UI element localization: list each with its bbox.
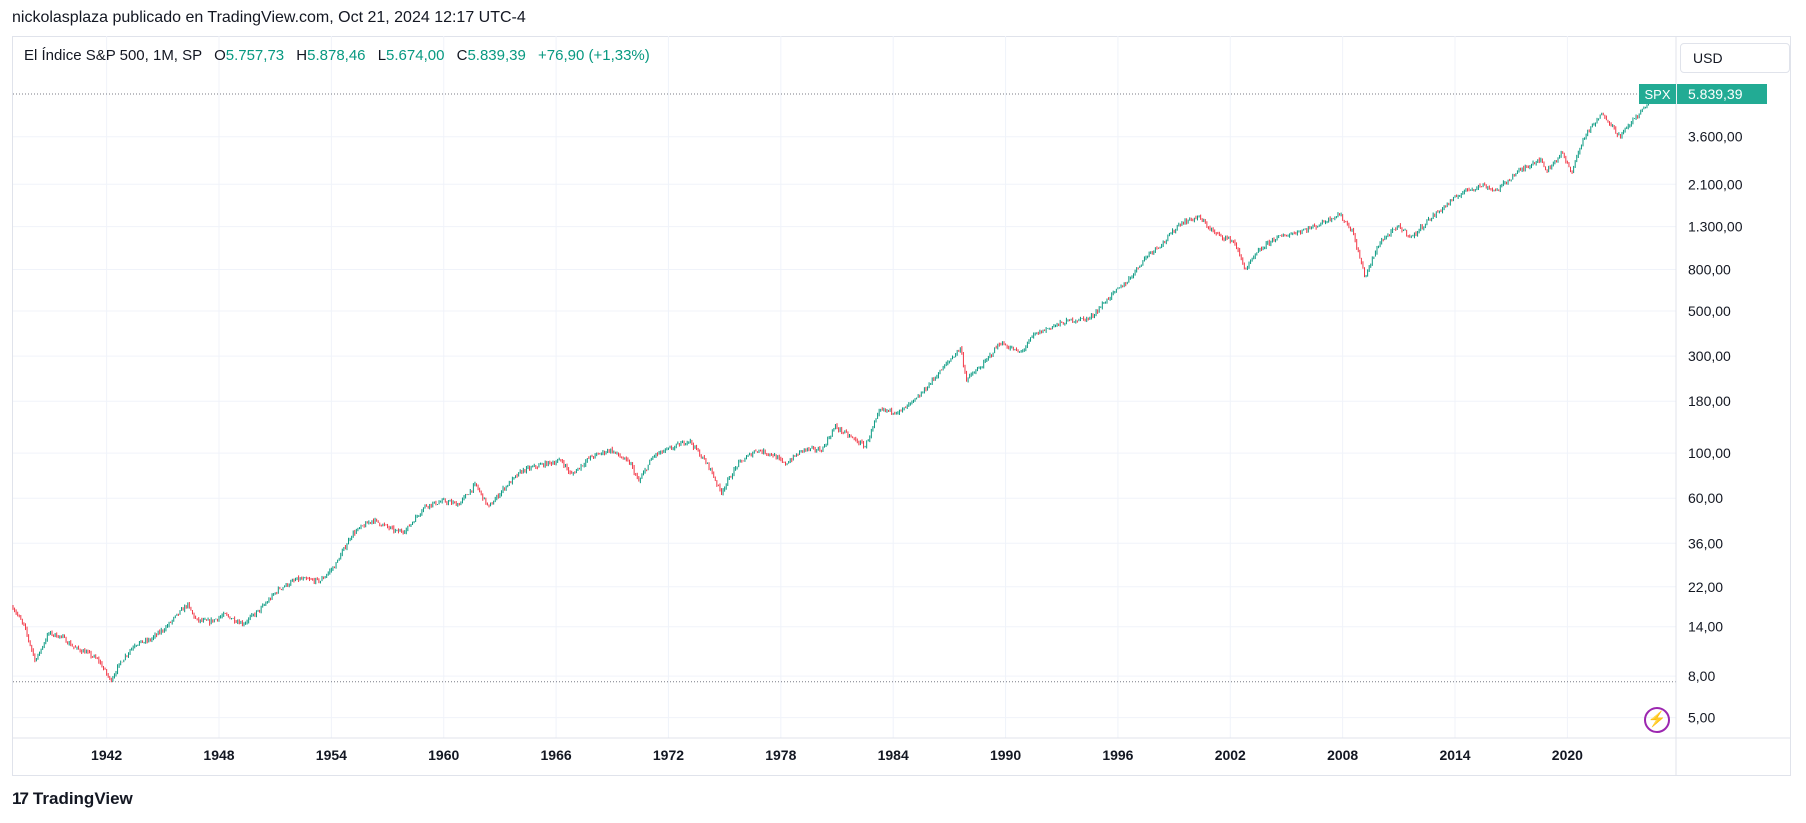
price-tick-label: 14,00 — [1688, 619, 1723, 635]
symbol-tag — [1639, 84, 1676, 105]
time-tick-label: 1966 — [541, 747, 572, 763]
time-tick-label: 1954 — [316, 747, 347, 763]
time-tick-label: 1984 — [878, 747, 909, 763]
candles — [12, 92, 1657, 683]
time-tick-label: 1942 — [91, 747, 122, 763]
close-value: 5.839,39 — [467, 47, 526, 64]
time-tick-label: 2008 — [1327, 747, 1358, 763]
price-tick-label: 1.300,00 — [1688, 219, 1743, 235]
chart-frame — [12, 36, 1791, 776]
time-tick-label: 1972 — [653, 747, 684, 763]
price-tick-label: 22,00 — [1688, 579, 1723, 595]
publisher-line: nickolasplaza publicado en TradingView.c… — [12, 9, 526, 26]
time-tick-label: 1960 — [428, 747, 459, 763]
time-tick-label: 2002 — [1215, 747, 1246, 763]
symbol-description: El Índice S&P 500, 1M, SP — [24, 47, 202, 64]
tradingview-mark-icon: 17 — [12, 789, 29, 808]
tradingview-wordmark: TradingView — [32, 789, 133, 808]
time-axis[interactable]: 1942 1948 1954 1960 1966 1972 1978 1984 1990 1996… — [12, 737, 1791, 763]
last-price-label: 5.839,39 — [1688, 86, 1743, 102]
time-tick-label: 1948 — [203, 747, 234, 763]
lightning-bolt-icon[interactable]: ⚡ — [1644, 707, 1670, 733]
change-value: +76,90 (+1,33%) — [538, 47, 650, 64]
price-tick-label: 2.100,00 — [1688, 176, 1743, 192]
price-tick-label: 3.600,00 — [1688, 129, 1743, 145]
tradingview-logo[interactable]: 17 TradingView — [12, 789, 133, 809]
price-tick-label: 300,00 — [1688, 348, 1731, 364]
time-tick-label: 1990 — [990, 747, 1021, 763]
symbol-tag-label: SPX — [1644, 87, 1670, 102]
time-tick-label: 2020 — [1552, 747, 1583, 763]
reference-lines — [13, 93, 1676, 683]
price-tick-label: 5,00 — [1688, 710, 1715, 726]
open-value: 5.757,73 — [225, 47, 285, 64]
price-tags: SPX 5.839,39 — [1639, 84, 1767, 105]
currency-button[interactable]: USD — [1680, 43, 1790, 73]
time-tick-label: 1996 — [1102, 747, 1133, 763]
grid-lines — [13, 36, 1676, 738]
ohlc-legend: El Índice S&P 500, 1M, SP O5.757,73 H5.8… — [24, 47, 650, 64]
price-tick-label: 8,00 — [1688, 668, 1715, 684]
high-label: H — [296, 47, 308, 64]
price-tick-label: 800,00 — [1688, 262, 1731, 278]
time-tick-label: 1978 — [765, 747, 796, 763]
price-tick-label: 180,00 — [1688, 393, 1731, 409]
price-axis[interactable]: 5,00 8,00 14,00 22,00 36,00 60,00 100,00 180,00… — [1675, 36, 1743, 776]
last-price-tag — [1677, 84, 1767, 105]
time-tick-label: 2014 — [1439, 747, 1470, 763]
price-tick-label: 100,00 — [1688, 445, 1731, 461]
price-tick-label: 60,00 — [1688, 490, 1723, 506]
low-label: L — [377, 47, 387, 64]
price-tick-label: 36,00 — [1688, 535, 1723, 551]
low-value: 5.674,00 — [386, 47, 445, 64]
close-label: C — [456, 47, 468, 64]
price-tick-label: 500,00 — [1688, 303, 1731, 319]
high-value: 5.878,46 — [307, 47, 366, 64]
open-label: O — [214, 47, 226, 64]
